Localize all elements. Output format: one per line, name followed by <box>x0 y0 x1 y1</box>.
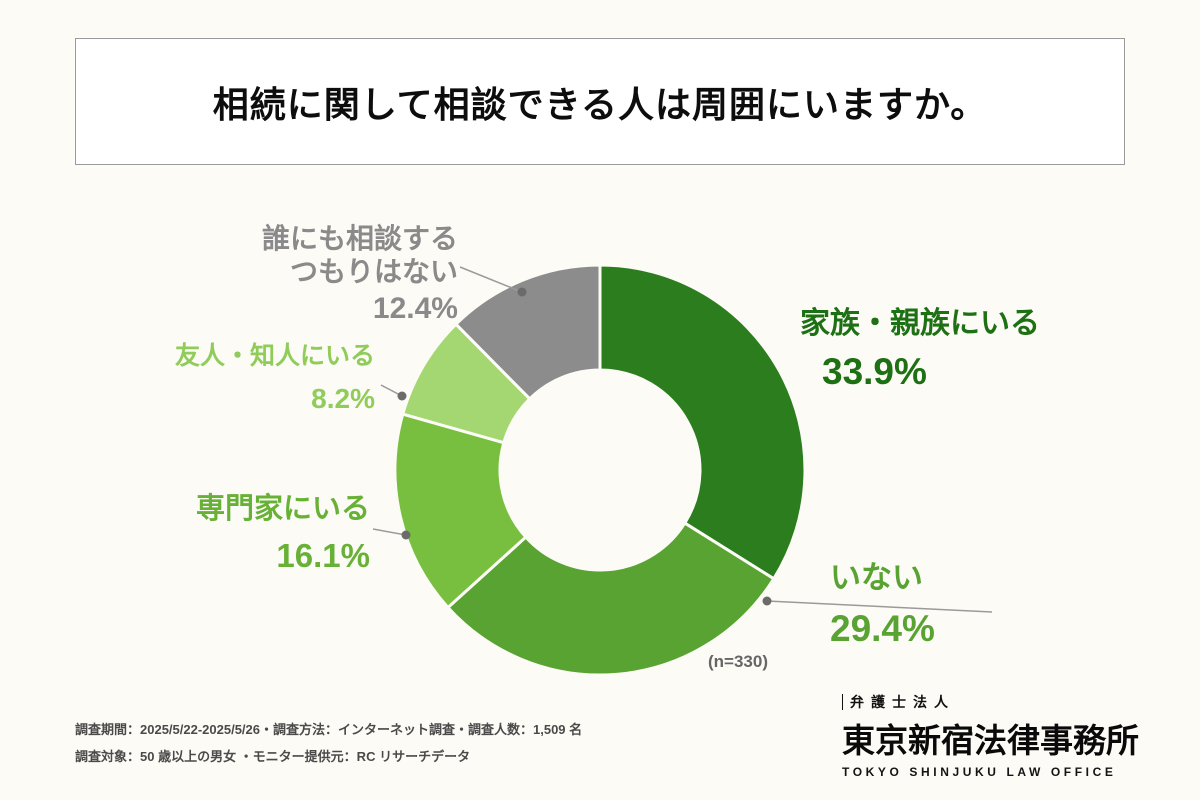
survey-question-box: 相続に関して相談できる人は周囲にいますか。 <box>75 38 1125 165</box>
segment-percent: 16.1% <box>276 537 370 575</box>
segment-label-yujin: 友人・知人にいる 8.2% <box>160 342 375 415</box>
segment-percent: 29.4% <box>830 607 935 649</box>
segment-name: 家族・親族にいる <box>800 307 1040 340</box>
logo-firm-type-row: 弁護士法人 <box>842 692 1142 712</box>
logo-divider-bar <box>842 694 843 710</box>
donut-chart <box>393 263 807 677</box>
survey-methodology-line1: 調査期間：2025/5/22-2025/5/26・調査方法：インターネット調査・… <box>75 722 583 737</box>
sample-size-label: (n=330) <box>708 652 768 671</box>
page-title: 相続に関して相談できる人は周囲にいますか。 <box>212 83 988 125</box>
logo-firm-type: 弁護士法人 <box>850 694 955 710</box>
survey-methodology: 調査期間：2025/5/22-2025/5/26・調査方法：インターネット調査・… <box>75 716 582 771</box>
segment-percent: 12.4% <box>372 292 458 326</box>
logo-office-name-roman: TOKYO SHINJUKU LAW OFFICE <box>842 765 1117 779</box>
segment-name: 友人・知人にいる <box>174 342 375 370</box>
logo-office-name: 東京新宿法律事務所 <box>842 722 1139 759</box>
segment-label-senmonka: 専門家にいる 16.1% <box>155 492 370 576</box>
donut-segment-4 <box>453 263 602 401</box>
segment-name: いない <box>830 560 923 595</box>
segment-percent: 8.2% <box>311 382 375 414</box>
segment-name: 誰にも相談するつもりはない <box>261 223 458 288</box>
segment-label-darenimo: 誰にも相談するつもりはない 12.4% <box>245 222 458 326</box>
donut-segment-1 <box>445 520 776 677</box>
segment-label-inai: いない 29.4% <box>830 560 935 650</box>
donut-segment-0 <box>598 263 807 581</box>
segment-name: 専門家にいる <box>195 493 370 525</box>
law-office-logo: 弁護士法人 東京新宿法律事務所 TOKYO SHINJUKU LAW OFFIC… <box>842 692 1142 779</box>
donut-segment-2 <box>393 412 528 610</box>
survey-methodology-line2: 調査対象：50 歳以上の男女 ・モニター提供元：RC リサーチデータ <box>75 749 471 765</box>
segment-label-family: 家族・親族にいる 33.9% <box>800 306 1040 394</box>
segment-percent: 33.9% <box>822 351 927 393</box>
